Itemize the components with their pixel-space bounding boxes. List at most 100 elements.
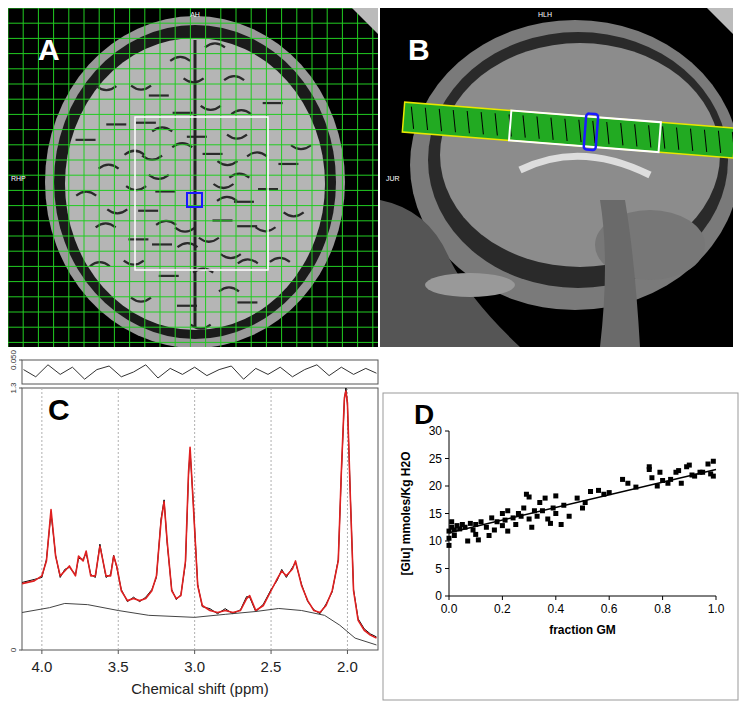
- voi-box: [135, 117, 268, 270]
- figure: AAHRHPBHLHJUR0.0504.03.53.02.52.001.3CCh…: [0, 0, 741, 703]
- grid-line: [271, 388, 272, 650]
- tick-label: 25: [429, 452, 443, 466]
- scatter-point: [473, 532, 478, 537]
- tick-label: 0.0: [441, 602, 458, 616]
- grid-line: [41, 388, 42, 650]
- slab-stripe: [479, 112, 485, 134]
- sulcus: [131, 86, 151, 90]
- voxel-grid: [8, 160, 378, 161]
- slab-stripe: [549, 118, 555, 140]
- sulcus: [187, 136, 207, 138]
- scatter-point: [492, 528, 497, 533]
- palate: [425, 273, 515, 297]
- voxel-grid: [190, 8, 191, 347]
- scatter-point: [580, 506, 585, 511]
- sulcus: [227, 135, 247, 139]
- voxel-grid: [8, 8, 378, 9]
- scatter-point: [487, 533, 492, 538]
- voxel-grid: [357, 8, 358, 347]
- tick-label: 0: [9, 647, 18, 652]
- tick-label: 0.050: [9, 349, 18, 370]
- tick-label: 0.8: [654, 602, 671, 616]
- orientation-label: AH: [190, 11, 200, 18]
- skull: [45, 16, 345, 347]
- voxel-grid: [296, 8, 297, 347]
- voxel: [584, 113, 599, 150]
- axis-label: Chemical shift (ppm): [131, 680, 269, 697]
- slab-stripe: [731, 132, 733, 154]
- scatter-point: [625, 481, 630, 486]
- scatter-point: [452, 533, 457, 538]
- sulcus: [149, 94, 169, 96]
- x-axis: [449, 596, 716, 597]
- sulcus: [214, 184, 234, 188]
- sulcus: [170, 57, 190, 61]
- sulcus: [156, 221, 176, 225]
- scatter-point: [687, 463, 692, 468]
- voxel-grid: [205, 8, 206, 347]
- scatter-point: [447, 543, 452, 548]
- scatter-point: [553, 493, 558, 498]
- sulcus: [159, 275, 179, 277]
- scatter-point: [447, 536, 452, 541]
- slab-box: [402, 102, 733, 158]
- sulcus: [291, 145, 311, 149]
- csf: [54, 25, 336, 339]
- scatter-point: [471, 528, 476, 533]
- voi-box: [509, 110, 661, 152]
- voxel-grid: [99, 8, 100, 347]
- tick-label: 2.5: [261, 658, 282, 675]
- sulcus: [205, 43, 225, 47]
- tick-mark: [347, 650, 348, 654]
- panel-label: D: [414, 399, 434, 430]
- sulcus: [175, 228, 195, 232]
- voxel-grid: [342, 8, 343, 347]
- voxel-grid: [8, 327, 378, 328]
- voxel-grid: [8, 144, 378, 145]
- tick-label: 2.0: [337, 658, 358, 675]
- slab-stripe: [703, 130, 709, 152]
- slab-stripe: [633, 124, 639, 146]
- scatter-point: [505, 508, 510, 513]
- sulcus: [256, 227, 276, 231]
- spectrum-line: [22, 391, 376, 638]
- voxel: [187, 193, 202, 207]
- panel-label: A: [38, 33, 60, 66]
- tick-mark: [271, 650, 272, 654]
- voxel-grid: [84, 8, 85, 347]
- corner: [352, 8, 378, 34]
- sulcus: [237, 225, 257, 227]
- sulcus: [224, 76, 244, 80]
- panel-label: B: [408, 33, 430, 66]
- corpus-callosum: [520, 156, 650, 175]
- sulcus: [221, 254, 241, 258]
- slab-stripe: [521, 115, 527, 137]
- panel-label: C: [48, 393, 70, 426]
- voxel-grid: [114, 8, 115, 347]
- brain: [65, 38, 325, 330]
- scatter-point: [679, 481, 684, 486]
- tick-label: 0.4: [547, 602, 564, 616]
- scatter-point: [575, 496, 580, 501]
- voxel-grid: [8, 281, 378, 282]
- voxel-grid: [327, 8, 328, 347]
- slab-stripe: [717, 131, 723, 153]
- scatter-point: [657, 470, 662, 475]
- axis-label: fraction GM: [549, 623, 616, 637]
- orientation-label: JUR: [386, 175, 400, 182]
- midline: [194, 40, 197, 328]
- scatter-point: [513, 522, 518, 527]
- slab-stripe: [675, 128, 681, 150]
- slab-stripe: [647, 125, 653, 147]
- voxel-grid: [160, 8, 161, 347]
- sulcus: [128, 238, 148, 240]
- scatter-point: [489, 515, 494, 520]
- voxel-grid: [8, 84, 378, 85]
- plot-area: [24, 365, 377, 379]
- voxel-grid: [8, 38, 378, 39]
- voxel-grid: [8, 190, 378, 191]
- slab-stripe: [535, 117, 541, 139]
- voxel-grid: [8, 129, 378, 130]
- tick-label: 4.0: [31, 658, 52, 675]
- scatter-point: [449, 519, 454, 524]
